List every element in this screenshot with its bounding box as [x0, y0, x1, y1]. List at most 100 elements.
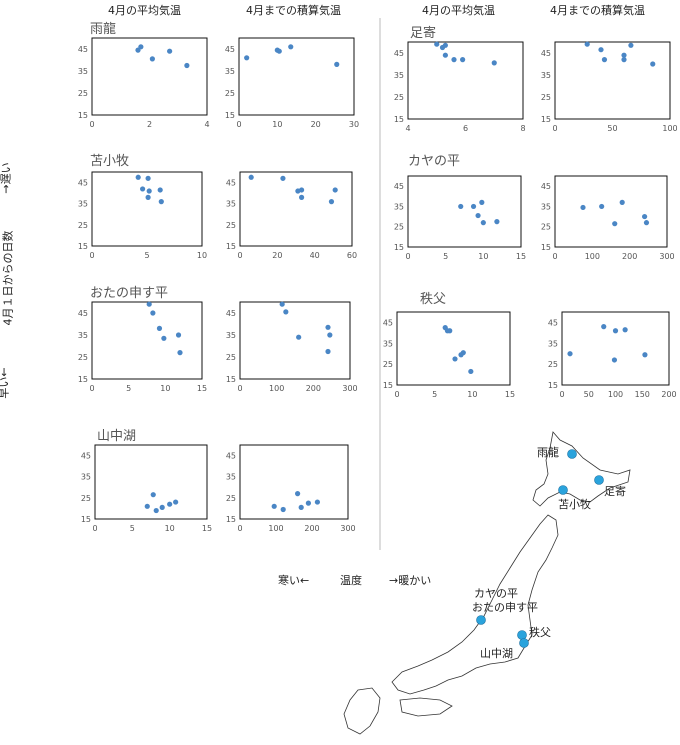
map-label-uryu: 雨龍 [537, 445, 559, 459]
data-point [622, 327, 628, 333]
y-tick-label: 25 [383, 360, 393, 369]
y-tick-label: 15 [226, 375, 236, 384]
y-tick-label: 15 [383, 381, 393, 390]
y-tick-label: 15 [394, 243, 404, 252]
y-tick-label: 15 [394, 115, 404, 124]
data-point [598, 47, 604, 53]
y-tick-label: 45 [78, 309, 88, 318]
x-tick-label: 0 [92, 524, 97, 533]
data-point [491, 60, 497, 66]
y-tick-label: 45 [78, 179, 88, 188]
plot-frame [407, 175, 522, 248]
scatter-panel: 15 25 35 45 0 5 10 苫小牧 [78, 153, 207, 260]
map-label-kaya: カヤの平 [474, 587, 518, 600]
data-point [157, 187, 163, 193]
data-point [334, 61, 340, 67]
plot-frame [91, 301, 203, 380]
plot-frame [91, 171, 203, 247]
x-tick-label: 300 [340, 524, 355, 533]
data-point [298, 504, 304, 510]
x-tick-label: 10 [165, 524, 175, 533]
header-cum-temp-right: 4月までの積算気温 [550, 4, 645, 17]
x-tick-label: 5 [130, 524, 135, 533]
y-tick-label: 25 [548, 360, 558, 369]
kyushu-outline [343, 687, 381, 735]
x-tick-label: 0 [89, 120, 94, 129]
y-tick-label: 45 [78, 45, 88, 54]
y-tick-label: 25 [81, 494, 91, 503]
x-tick-label: 10 [160, 384, 170, 393]
data-point [135, 174, 141, 180]
y-tick-label: 45 [226, 452, 236, 461]
header-avg-temp-right: 4月の平均気温 [422, 4, 495, 17]
data-point [612, 328, 619, 334]
x-tick-label: 150 [635, 390, 650, 399]
x-tick-label: 15 [516, 252, 526, 261]
data-point [156, 325, 163, 331]
data-point [279, 301, 285, 307]
y-tick-label: 45 [225, 45, 235, 54]
y-tick-label: 15 [541, 243, 551, 252]
x-tick-label: 20 [311, 120, 321, 129]
x-tick-label: 4 [204, 120, 209, 129]
plot-frame [238, 37, 355, 116]
data-point [328, 199, 335, 205]
x-tick-label: 8 [520, 124, 525, 133]
map-label-ashoro: 足寄 [604, 484, 626, 498]
data-point [305, 500, 311, 506]
site-title: 足寄 [410, 25, 436, 41]
site-title: 雨龍 [90, 21, 116, 37]
y-tick-label: 35 [394, 71, 404, 80]
y-tick-label: 25 [226, 494, 236, 503]
data-point [580, 204, 586, 211]
data-point [167, 501, 173, 507]
y-tick-label: 15 [226, 242, 236, 251]
data-point [140, 186, 146, 192]
scatter-panel: 15 25 35 45 0 100 200 300 [226, 301, 358, 393]
plot-frame [94, 444, 208, 520]
x-tick-label: 50 [607, 124, 617, 133]
scatter-panel: 15 25 35 45 0 50 100 [541, 41, 678, 133]
data-point [295, 491, 301, 497]
data-point [619, 199, 625, 205]
y-tick-label: 45 [383, 318, 393, 327]
y-tick-label: 45 [226, 179, 236, 188]
data-point [601, 57, 608, 63]
data-point [584, 41, 590, 47]
data-point [280, 175, 286, 181]
scatter-panel: 15 25 35 45 0 5 10 15 秩父 [383, 292, 515, 399]
x-tick-label: 15 [505, 390, 515, 399]
data-point [567, 351, 573, 357]
data-point [479, 199, 485, 205]
scatter-panel: 15 25 35 45 0 2 4 雨龍 [78, 21, 210, 129]
plot-frame [554, 41, 671, 120]
data-point [173, 499, 179, 505]
data-point [458, 203, 464, 210]
plot-frame [554, 175, 668, 248]
data-point [452, 356, 458, 362]
y-tick-label: 15 [541, 115, 551, 124]
data-point [244, 55, 250, 61]
y-tick-label: 35 [548, 339, 558, 348]
scatter-panel: 15 25 35 45 0 5 10 15 おたの申す平 [78, 286, 207, 393]
data-point [650, 61, 656, 67]
x-tick-label: 50 [584, 390, 594, 399]
x-tick-label: 15 [202, 524, 212, 533]
data-point [621, 52, 627, 58]
data-point [296, 334, 302, 340]
y-tick-label: 35 [383, 339, 393, 348]
y-tick-label: 35 [541, 71, 551, 80]
plot-frame [396, 311, 511, 386]
map-marker [594, 475, 604, 485]
map-marker [517, 630, 527, 640]
data-point [480, 220, 486, 226]
y-tick-label: 35 [541, 202, 551, 211]
y-tick-label: 45 [541, 49, 551, 58]
data-point [159, 504, 165, 510]
data-point [283, 309, 289, 315]
x-tick-label: 100 [269, 384, 284, 393]
data-point [612, 221, 618, 227]
honshu-outline [391, 514, 559, 695]
data-point [288, 44, 294, 50]
